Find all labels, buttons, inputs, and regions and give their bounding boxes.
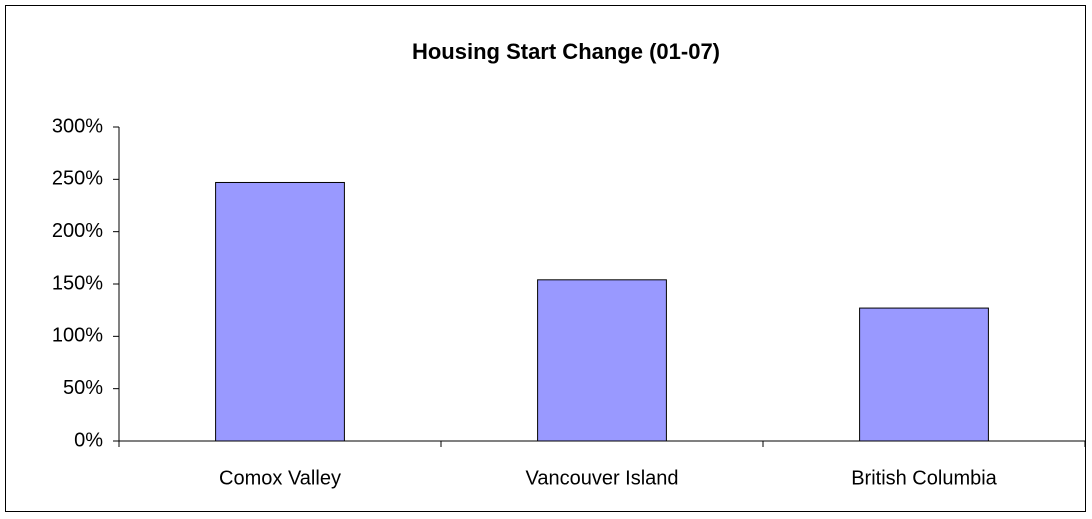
y-tick-label: 150% [52, 272, 103, 294]
y-tick-label: 250% [52, 168, 103, 190]
y-tick-label: 200% [52, 220, 103, 242]
bar [859, 307, 989, 442]
y-tick-label: 300% [52, 115, 103, 137]
y-tick-label: 50% [63, 377, 103, 399]
y-tick-label: 100% [52, 325, 103, 347]
x-tick-label: Vancouver Island [525, 467, 678, 489]
x-tick-label: Comox Valley [219, 467, 341, 489]
chart-title: Housing Start Change (01-07) [412, 39, 720, 64]
bar [537, 279, 667, 442]
x-tick-label: British Columbia [851, 467, 997, 489]
bar [215, 181, 345, 442]
y-tick-label: 0% [74, 429, 103, 451]
